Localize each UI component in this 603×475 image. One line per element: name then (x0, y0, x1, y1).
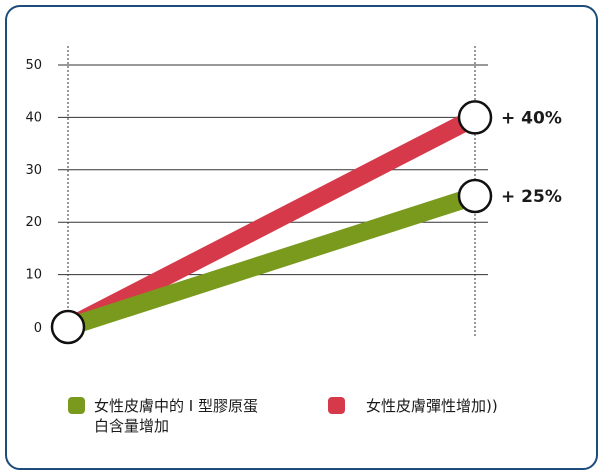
y-tick-label: 40 (25, 110, 42, 125)
y-tick-label: 10 (25, 268, 42, 283)
series-end-marker (457, 100, 493, 135)
series-line (65, 187, 478, 336)
series-end-label: + 40% (501, 108, 562, 128)
y-tick-label: 30 (25, 163, 42, 178)
legend-swatch (68, 397, 85, 414)
series-line (63, 109, 480, 336)
y-tick-label: 50 (25, 58, 42, 73)
grid: 0 10 20 30 40 50 (25, 46, 488, 336)
y-tick-label: 0 (34, 321, 42, 336)
series-end-marker (457, 178, 493, 214)
legend-label: 白含量增加 (94, 417, 169, 435)
y-tick-label: 20 (25, 215, 42, 230)
legend-swatch (328, 397, 345, 414)
series-layer (63, 109, 480, 336)
marker-layer: + 40% + 25% (50, 100, 562, 345)
legend-label: 女性皮膚中的 I 型膠原蛋 (94, 397, 258, 415)
legend-label: 女性皮膚彈性增加)) (366, 397, 498, 415)
series-end-label: + 25% (501, 187, 562, 207)
origin-marker (50, 309, 86, 345)
